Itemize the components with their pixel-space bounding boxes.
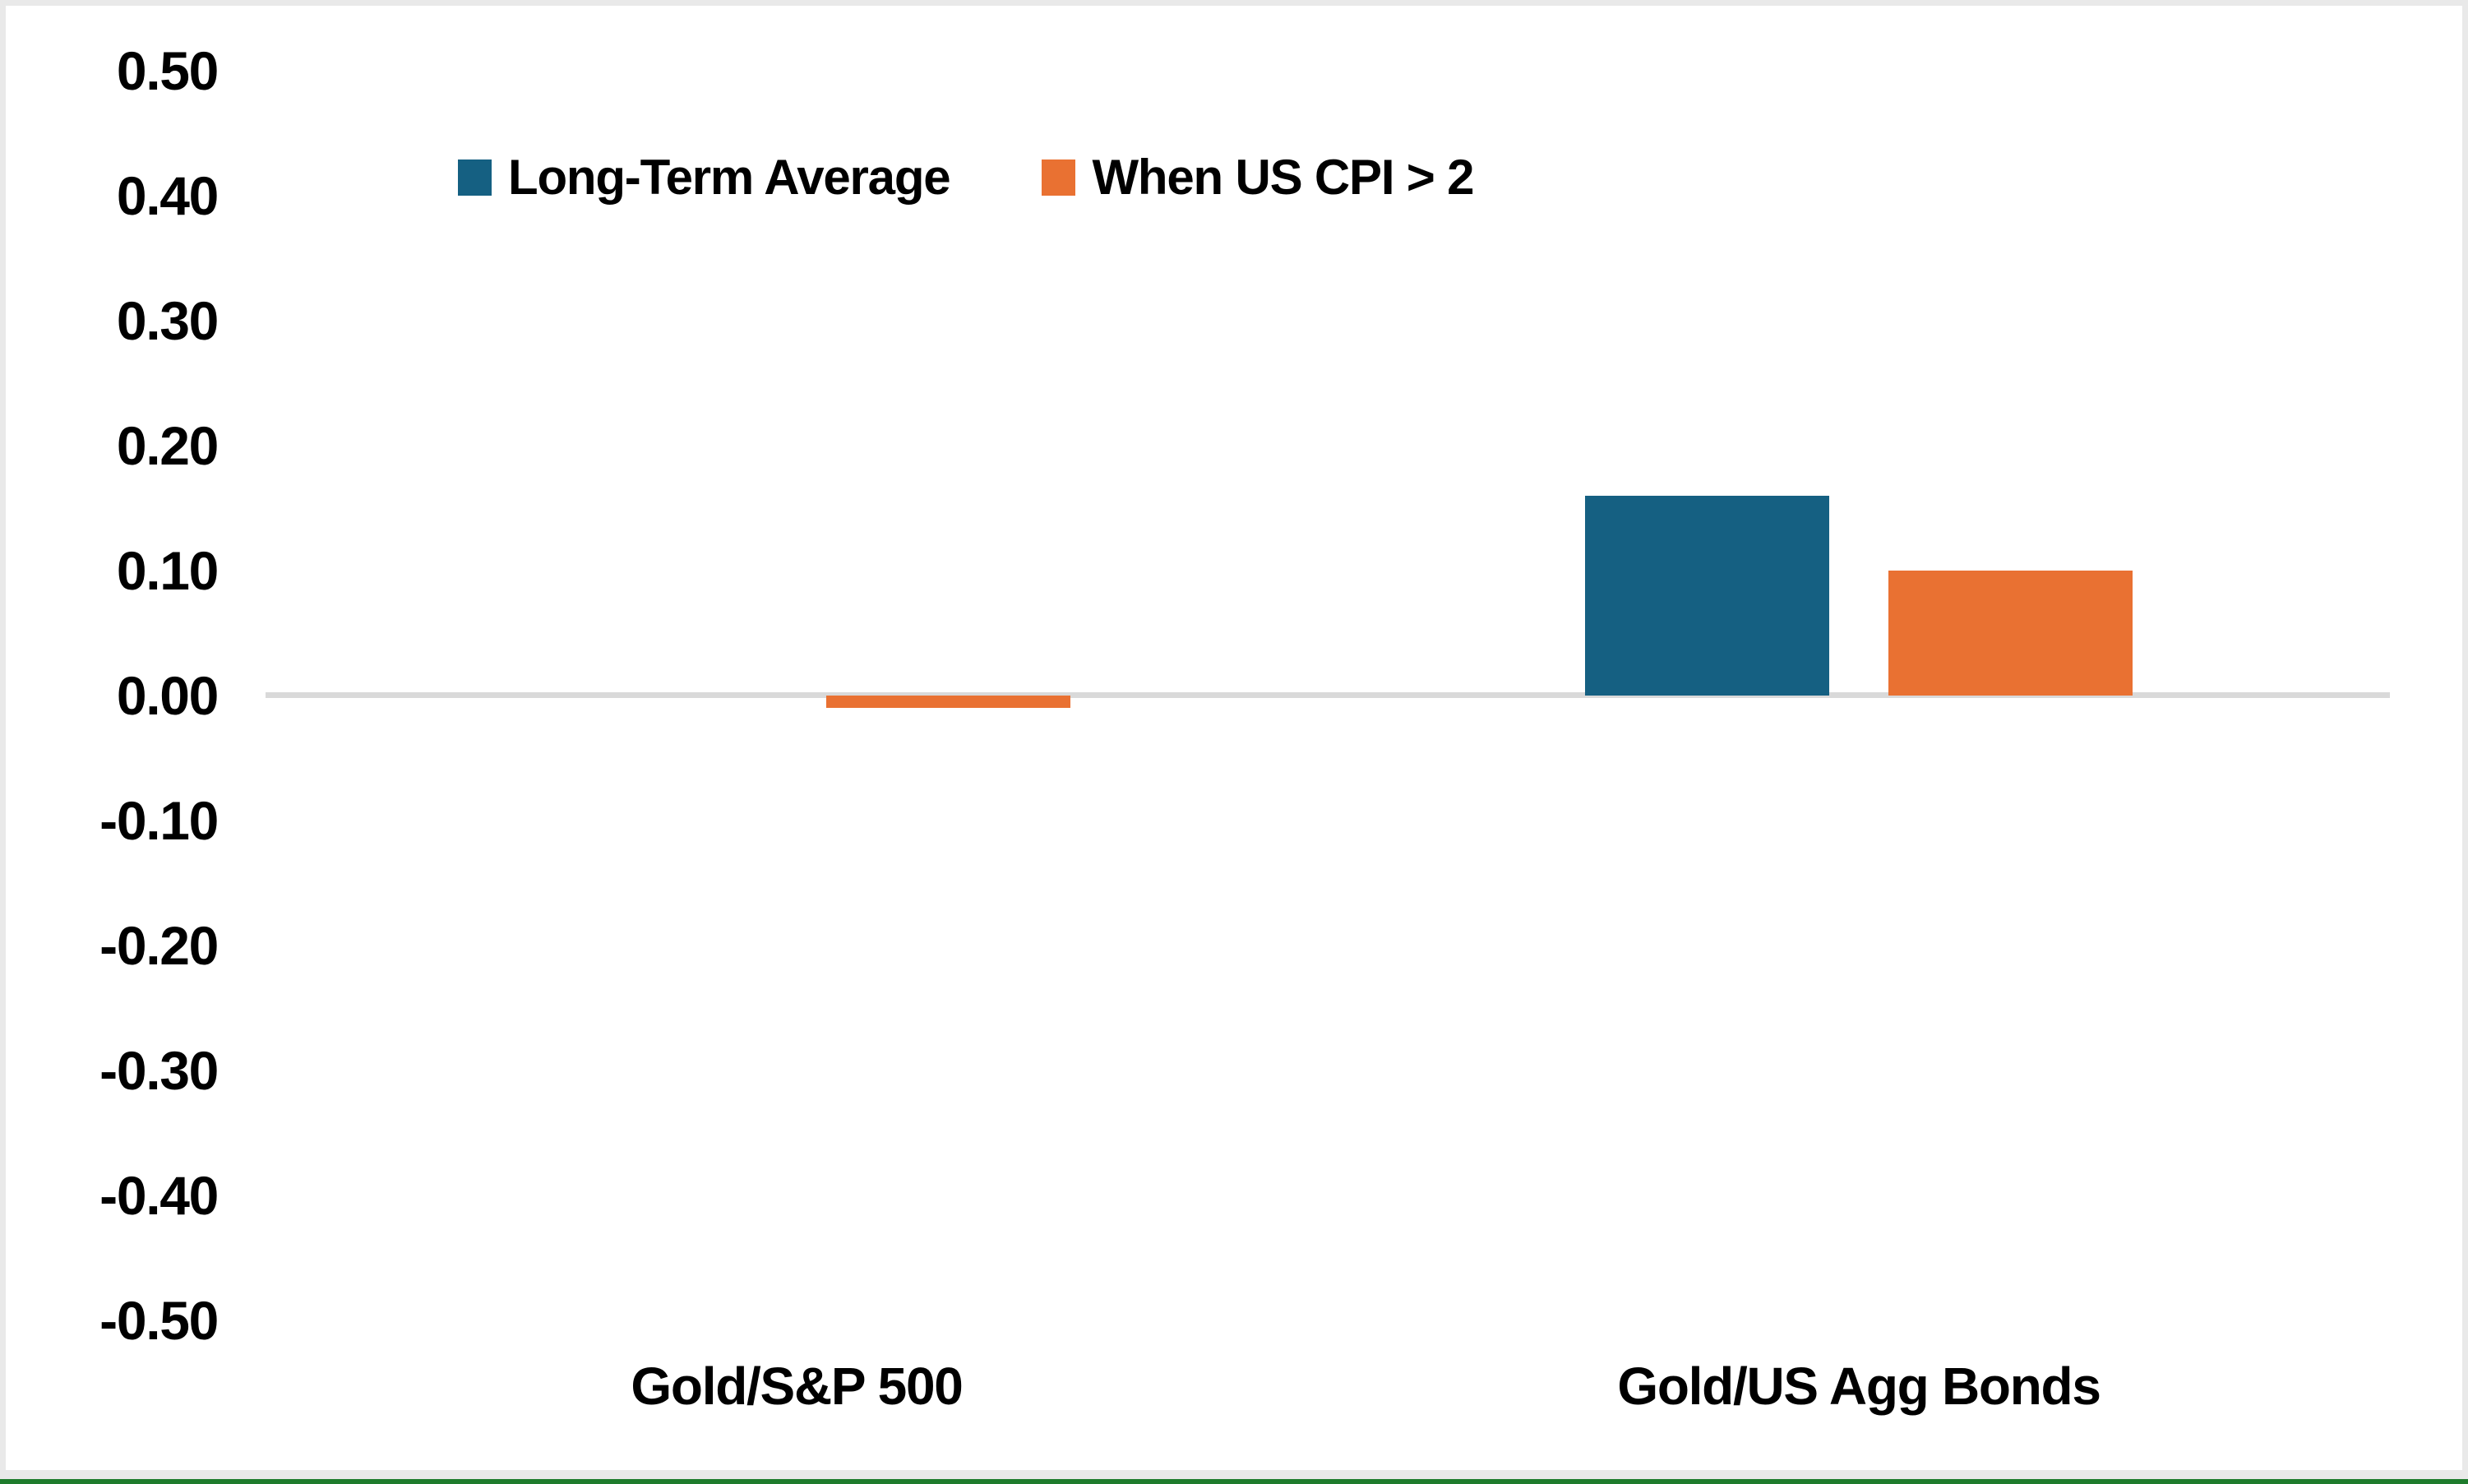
legend-swatch-icon	[1042, 159, 1076, 196]
y-tick-label: 0.10	[116, 540, 220, 601]
y-tick-label: -0.50	[99, 1290, 219, 1351]
y-tick-label: -0.20	[99, 915, 219, 976]
legend-item-long-term-average[interactable]: Long-Term Average	[458, 150, 951, 205]
x-category-label-gold-us-agg-bonds: Gold/US Agg Bonds	[1617, 1357, 2101, 1416]
legend-item-when-us-cpi-2[interactable]: When US CPI > 2	[1042, 150, 1474, 205]
bottom-border-strip	[0, 1470, 2468, 1479]
bar-long-term-average-gold-us-agg-bonds[interactable]	[1585, 496, 1829, 696]
y-tick-label: 0.40	[116, 165, 220, 226]
y-tick-label: 0.20	[116, 415, 220, 476]
zero-gridline	[266, 692, 2390, 698]
y-tick-label: -0.30	[99, 1040, 219, 1101]
legend-label: Long-Term Average	[508, 150, 951, 205]
y-tick-label: -0.40	[99, 1165, 219, 1226]
x-category-label-gold-s-p-500: Gold/S&P 500	[631, 1357, 963, 1416]
bar-when-us-cpi-2-gold-s-p-500[interactable]	[826, 696, 1070, 708]
bar-when-us-cpi-2-gold-us-agg-bonds[interactable]	[1888, 571, 2133, 696]
y-tick-label: 0.50	[116, 40, 220, 101]
bottom-green-accent-line	[0, 1479, 2468, 1484]
legend-label: When US CPI > 2	[1092, 150, 1474, 205]
y-tick-label: 0.00	[116, 665, 220, 726]
legend: Long-Term Average When US CPI > 2	[458, 150, 1474, 205]
legend-swatch-icon	[458, 159, 492, 196]
y-tick-label: -0.10	[99, 790, 219, 851]
y-tick-label: 0.30	[116, 290, 220, 351]
